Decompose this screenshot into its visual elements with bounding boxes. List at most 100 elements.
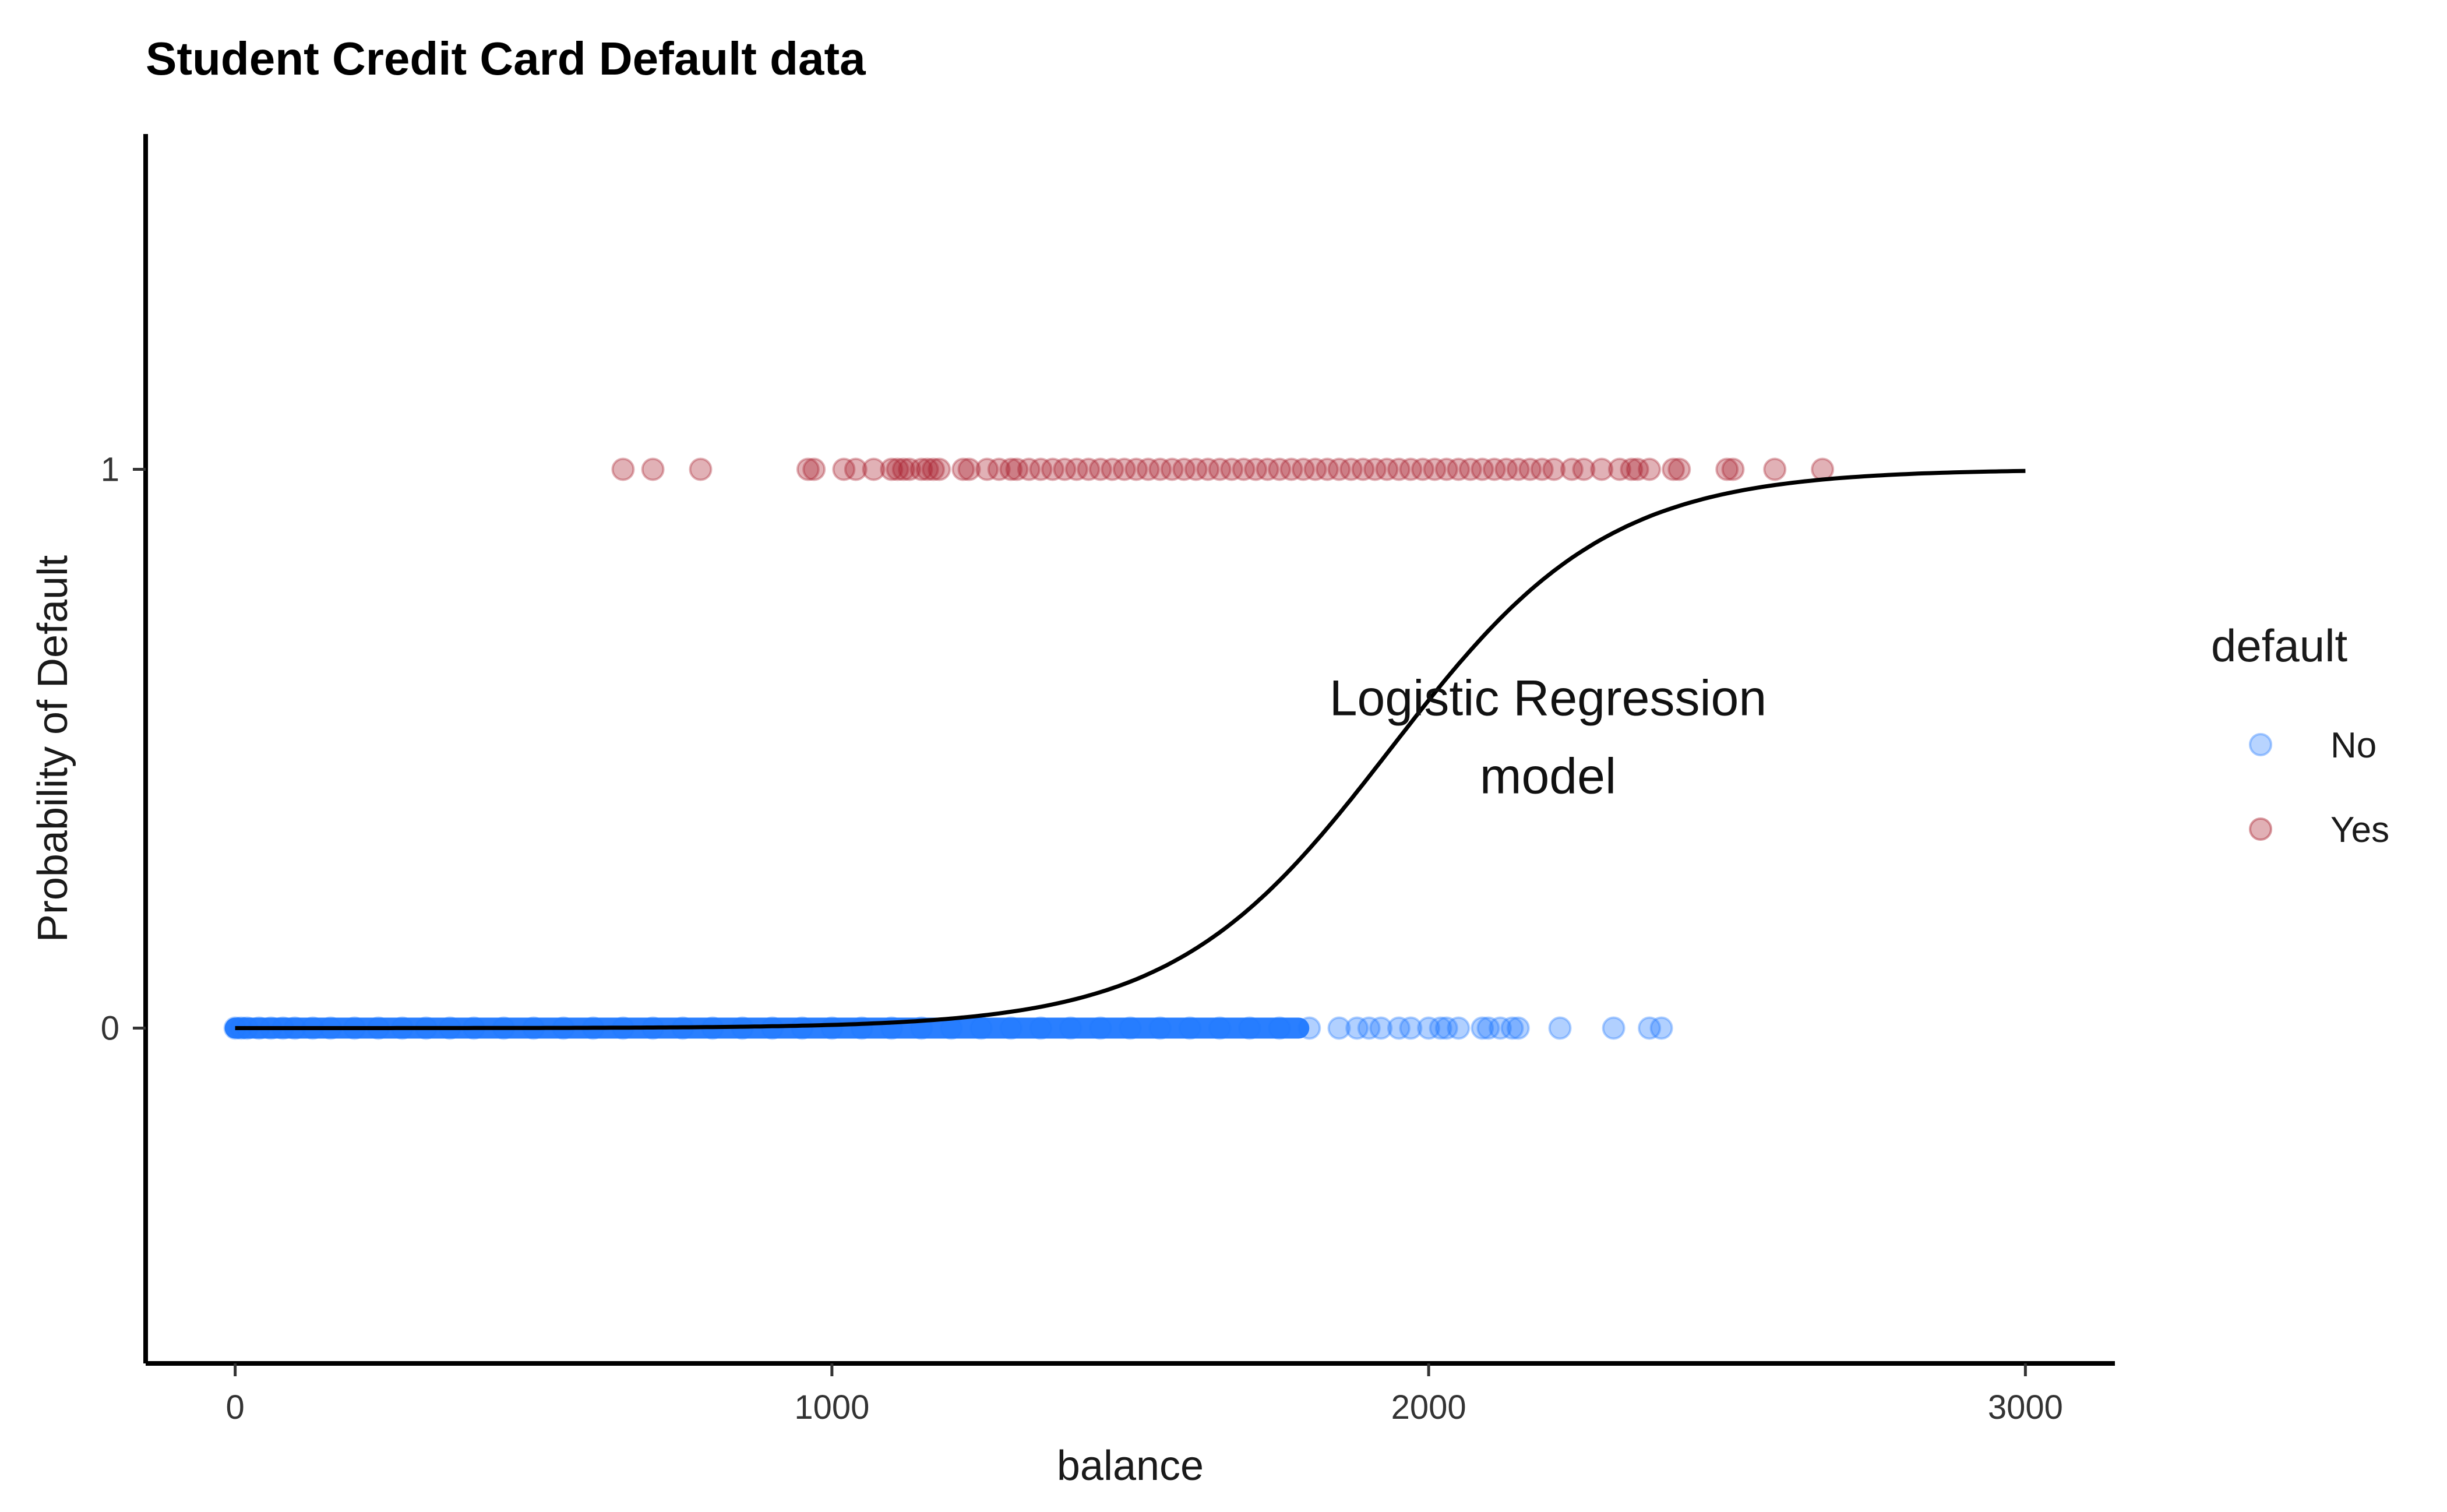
point-yes xyxy=(1292,457,1315,481)
point-yes xyxy=(1458,457,1482,481)
point-no xyxy=(1357,1016,1381,1040)
point-yes xyxy=(1662,457,1686,481)
point-no xyxy=(1476,1016,1500,1040)
point-no xyxy=(1447,1016,1471,1040)
point-no xyxy=(1489,1016,1512,1040)
y-tick-label: 0 xyxy=(101,1010,119,1048)
point-yes xyxy=(1560,457,1584,481)
legend-label-no: No xyxy=(2330,725,2377,766)
point-yes xyxy=(928,457,951,481)
point-yes xyxy=(1638,457,1662,481)
point-yes xyxy=(1208,457,1232,481)
point-yes xyxy=(1232,457,1256,481)
point-yes xyxy=(1279,457,1303,481)
point-yes xyxy=(1607,457,1631,481)
point-yes xyxy=(1715,457,1739,481)
x-tick-label: 0 xyxy=(226,1388,245,1426)
legend: default No Yes xyxy=(2211,620,2389,850)
y-axis-ticks: 01 xyxy=(101,450,146,1048)
annotation-line-2: model xyxy=(1480,749,1616,805)
point-yes xyxy=(1363,457,1387,481)
legend-swatch-yes xyxy=(2249,817,2272,841)
point-yes xyxy=(1160,457,1184,481)
point-yes xyxy=(1518,457,1542,481)
point-yes xyxy=(922,457,945,481)
point-no xyxy=(1345,1016,1369,1040)
point-yes xyxy=(1423,457,1447,481)
point-no xyxy=(1429,1016,1452,1040)
point-yes xyxy=(1447,457,1471,481)
point-yes xyxy=(915,457,939,481)
point-yes xyxy=(880,457,904,481)
point-yes xyxy=(1339,457,1363,481)
point-yes xyxy=(1088,457,1112,481)
point-yes xyxy=(832,457,856,481)
point-yes xyxy=(1244,457,1268,481)
y-axis-title: Probability of Default xyxy=(30,555,76,942)
point-yes xyxy=(1148,457,1172,481)
x-axis-title: balance xyxy=(1057,1443,1204,1489)
point-yes xyxy=(1064,457,1088,481)
point-yes xyxy=(796,457,820,481)
point-no xyxy=(1434,1016,1458,1040)
point-yes xyxy=(1041,457,1064,481)
point-yes xyxy=(999,457,1023,481)
point-yes xyxy=(1136,457,1160,481)
point-yes xyxy=(1101,457,1124,481)
point-no xyxy=(1638,1016,1662,1040)
point-yes xyxy=(1005,457,1029,481)
point-no xyxy=(1327,1016,1351,1040)
point-yes xyxy=(1721,457,1745,481)
y-tick-label: 1 xyxy=(101,450,119,488)
point-yes xyxy=(1017,457,1041,481)
point-no xyxy=(1506,1016,1530,1040)
point-yes xyxy=(1256,457,1279,481)
point-yes xyxy=(1351,457,1375,481)
point-no xyxy=(1417,1016,1441,1040)
point-yes xyxy=(1506,457,1530,481)
point-yes xyxy=(891,457,915,481)
point-yes xyxy=(844,457,868,481)
point-yes xyxy=(1482,457,1506,481)
point-yes xyxy=(1590,457,1614,481)
point-yes xyxy=(1434,457,1458,481)
logistic-fit-line xyxy=(235,468,2026,1030)
point-no xyxy=(1369,1016,1393,1040)
point-yes xyxy=(886,457,909,481)
point-yes xyxy=(1053,457,1077,481)
point-yes xyxy=(1124,457,1148,481)
point-yes xyxy=(1196,457,1220,481)
point-yes xyxy=(1375,457,1399,481)
point-yes xyxy=(1029,457,1053,481)
point-yes xyxy=(1303,457,1327,481)
point-yes xyxy=(1763,457,1787,481)
point-yes xyxy=(641,457,665,481)
annotation-line-1: Logistic Regression xyxy=(1330,670,1767,726)
point-yes xyxy=(987,457,1011,481)
point-yes xyxy=(1471,457,1494,481)
series-yes-points xyxy=(611,457,1835,481)
x-tick-label: 1000 xyxy=(794,1388,869,1426)
point-yes xyxy=(1077,457,1101,481)
point-yes xyxy=(1327,457,1351,481)
point-yes xyxy=(1530,457,1554,481)
point-yes xyxy=(862,457,886,481)
x-axis-ticks: 0 1000 2000 3000 xyxy=(226,1363,2063,1426)
point-yes xyxy=(1387,457,1411,481)
point-yes xyxy=(1572,457,1596,481)
point-yes xyxy=(1626,457,1649,481)
point-yes xyxy=(611,457,635,481)
point-yes xyxy=(1411,457,1434,481)
chart-title: Student Credit Card Default data xyxy=(146,33,866,84)
point-yes xyxy=(802,457,826,481)
point-no xyxy=(1471,1016,1494,1040)
point-yes xyxy=(1620,457,1644,481)
point-yes xyxy=(1399,457,1423,481)
point-yes xyxy=(909,457,933,481)
point-yes xyxy=(1268,457,1292,481)
point-yes xyxy=(1112,457,1136,481)
point-no xyxy=(1548,1016,1572,1040)
point-yes xyxy=(689,457,713,481)
legend-title: default xyxy=(2211,620,2348,671)
point-yes xyxy=(1316,457,1339,481)
